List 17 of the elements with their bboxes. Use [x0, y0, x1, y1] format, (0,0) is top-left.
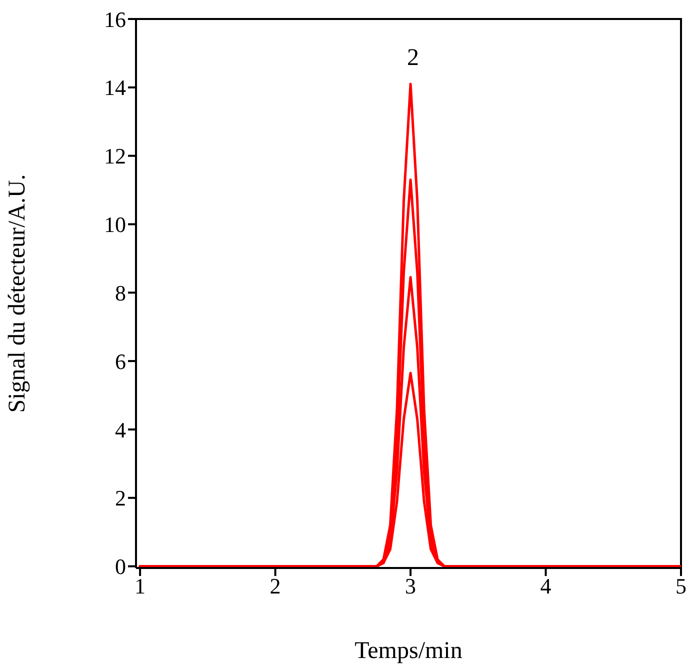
y-tick-label: 12 — [104, 144, 126, 169]
annotation: 2 — [406, 45, 420, 71]
x-axis-title: Temps/min — [354, 638, 462, 664]
y-tick-label: 2 — [115, 486, 126, 511]
x-tick-label: 2 — [270, 574, 281, 599]
x-tick-label: 3 — [405, 574, 416, 599]
x-tick-label: 5 — [676, 574, 686, 599]
y-tick-label: 6 — [115, 348, 126, 374]
y-tick-label: 14 — [104, 75, 126, 100]
y-tick-label: 0 — [115, 554, 126, 580]
y-tick-label: 16 — [104, 6, 126, 32]
y-tick-label: 4 — [115, 417, 126, 442]
y-tick-label: 8 — [115, 280, 126, 306]
x-tick-label: 1 — [134, 574, 146, 599]
y-axis-title: Signal du détecteur/A.U. — [4, 174, 31, 413]
y-tick-label: 10 — [104, 212, 126, 238]
x-tick-label: 4 — [540, 574, 552, 599]
